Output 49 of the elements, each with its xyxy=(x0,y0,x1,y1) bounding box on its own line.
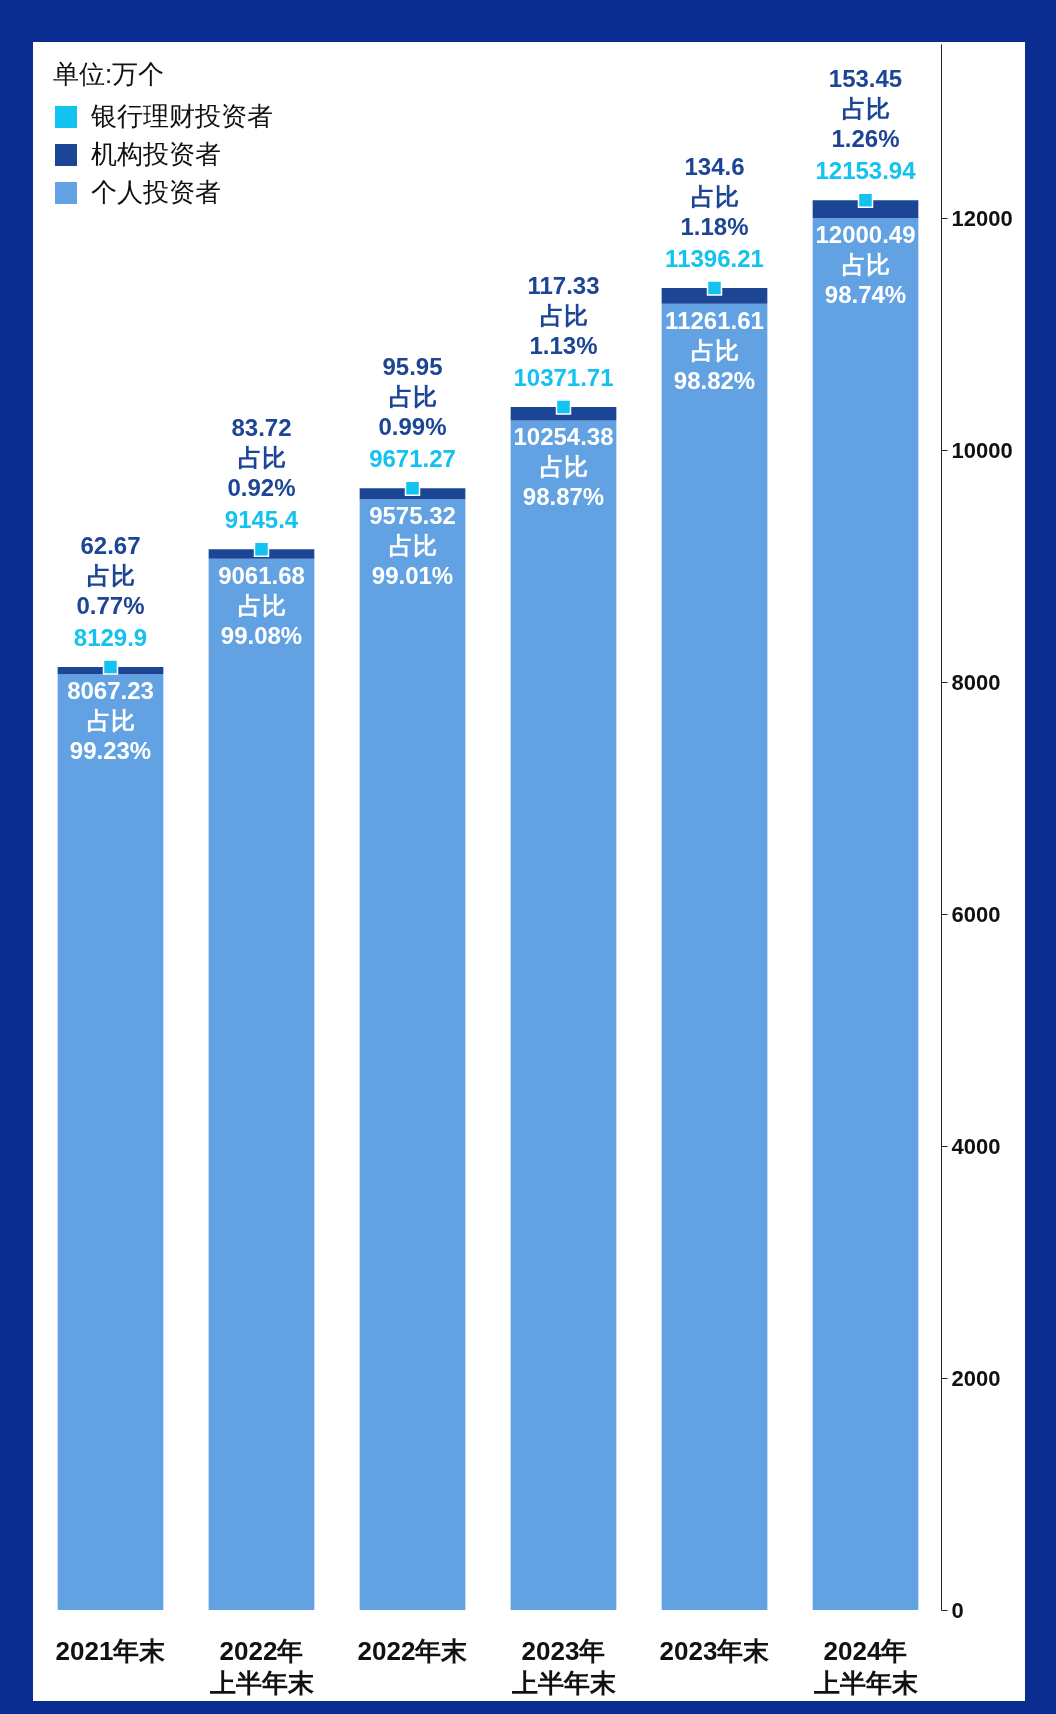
data-label: 9671.27 xyxy=(369,445,456,473)
data-label: 10254.38 占比 98.87% xyxy=(513,423,614,511)
legend-label: 银行理财投资者 xyxy=(90,101,273,131)
data-label: 117.33 占比 1.13% xyxy=(527,271,600,359)
bar xyxy=(812,217,919,1610)
point xyxy=(102,659,119,675)
y-tick-label: 6000 xyxy=(951,901,1001,927)
data-label: 10371.71 xyxy=(513,363,614,391)
data-label: 134.6 占比 1.18% xyxy=(680,153,749,241)
y-tick-label: 2000 xyxy=(951,1365,1001,1391)
bar xyxy=(510,420,617,1610)
bar xyxy=(57,674,164,1610)
point xyxy=(857,192,874,208)
x-tick-label: 2024年上半年末 xyxy=(812,1635,918,1698)
data-label: 9061.68 占比 99.08% xyxy=(218,561,305,649)
data-label: 9575.32 占比 99.01% xyxy=(369,502,456,590)
data-label: 11261.61 占比 98.82% xyxy=(665,306,764,394)
legend-label: 机构投资者 xyxy=(91,139,221,169)
x-tick-label: 2023年末 xyxy=(659,1635,770,1666)
data-label: 11396.21 xyxy=(665,245,764,273)
data-label: 153.45 占比 1.26% xyxy=(828,65,903,153)
bar xyxy=(661,303,768,1610)
x-tick-label: 2022年末 xyxy=(357,1635,468,1666)
data-label: 62.67 占比 0.77% xyxy=(76,531,145,619)
data-label: 12000.49 占比 98.74% xyxy=(815,220,916,308)
data-label: 12153.94 xyxy=(815,157,917,185)
y-tick-label: 12000 xyxy=(951,205,1013,231)
legend-label: 个人投资者 xyxy=(91,177,221,207)
x-tick-label: 2022年上半年末 xyxy=(208,1635,314,1698)
x-tick-label: 2023年上半年末 xyxy=(510,1635,616,1698)
data-label: 8067.23 占比 99.23% xyxy=(67,677,154,765)
y-tick-label: 8000 xyxy=(951,669,1001,695)
point xyxy=(706,280,723,296)
bar xyxy=(812,200,919,218)
x-tick-label: 2021年末 xyxy=(55,1635,166,1666)
y-tick-label: 4000 xyxy=(951,1133,1001,1159)
point xyxy=(555,399,572,415)
data-label: 95.95 占比 0.99% xyxy=(378,353,447,441)
bar xyxy=(661,288,768,304)
point xyxy=(253,541,270,557)
legend-title: 单位:万个 xyxy=(53,59,165,89)
bar xyxy=(208,558,315,1610)
y-tick-label: 0 xyxy=(951,1597,964,1623)
data-label: 8129.9 xyxy=(73,623,148,651)
data-label: 9145.4 xyxy=(224,506,299,534)
data-label: 83.72 占比 0.92% xyxy=(227,414,296,502)
bar xyxy=(359,499,466,1610)
point xyxy=(404,480,421,496)
y-tick-label: 10000 xyxy=(951,437,1013,463)
